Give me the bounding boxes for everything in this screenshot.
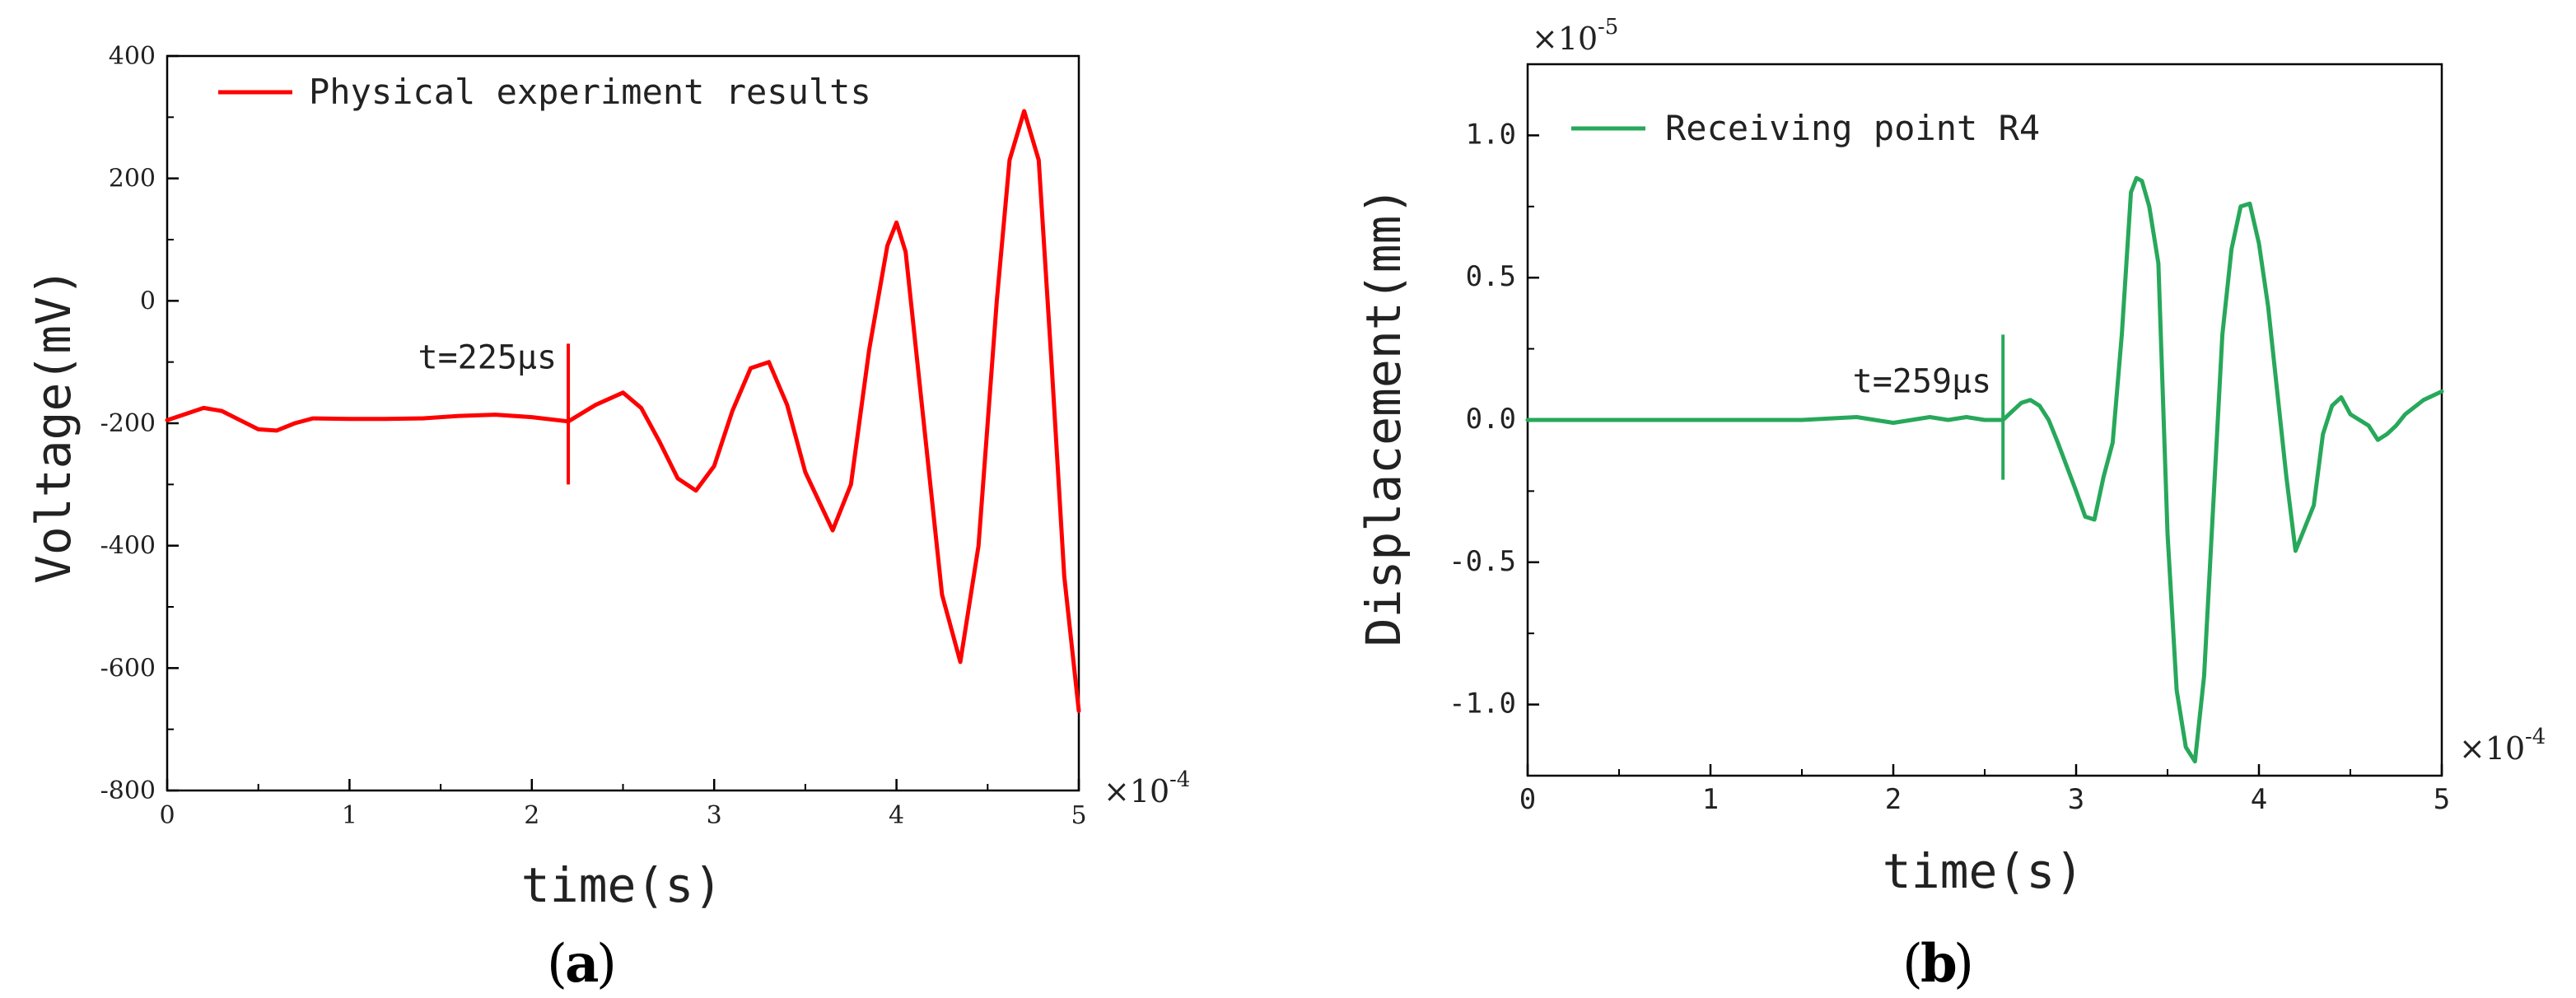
legend-b: Receiving point R4 [1571, 108, 2040, 148]
x-multiplier-exponent-a: -4 [1169, 767, 1190, 792]
chart-panel-a: 0 1 2 3 4 5 400 200 0 -200 -400 -600 -800 t=225µs Ph… [26, 42, 1190, 995]
x-tick-label: 1 [1702, 783, 1719, 816]
y-tick-label: -800 [100, 776, 156, 805]
y-tick-label: 0 [140, 287, 156, 315]
ticks-a: 0 1 2 3 4 5 400 200 0 -200 -400 -600 -800 [100, 42, 1087, 830]
x-axis-title-b: time(s) [1883, 843, 2084, 899]
x-tick-label: 2 [1885, 783, 1902, 816]
panel-label-b: b [1920, 933, 1958, 995]
panel-label-b-close: ) [1953, 934, 1974, 995]
ticks-b: 0 1 2 3 4 5 1.0 0.5 0.0 -0.5 -1.0 [1449, 118, 2450, 816]
y-tick-label: -600 [100, 654, 156, 683]
x-tick-label: 1 [342, 801, 357, 830]
x-tick-label: 5 [1071, 801, 1086, 830]
y-tick-label: -200 [100, 409, 156, 438]
y-tick-label: -0.5 [1449, 545, 1516, 578]
plot-area-a [166, 54, 1080, 792]
x-tick-label: 0 [1519, 783, 1536, 816]
panel-label-a-open: ( [547, 934, 567, 995]
y-tick-label: -1.0 [1449, 688, 1516, 721]
x-tick-label: 0 [159, 801, 175, 830]
x-tick-label: 3 [707, 801, 722, 830]
x-tick-label: 5 [2434, 783, 2450, 816]
x-multiplier-a: ×10 -4 [1104, 767, 1190, 809]
legend-label: Physical experiment results [309, 72, 871, 112]
series-line [1525, 175, 2444, 764]
x-multiplier-b: ×10 -4 [2459, 725, 2546, 767]
x-tick-label: 3 [2068, 783, 2084, 816]
y-multiplier-exponent-b: -5 [1598, 15, 1618, 40]
y-tick-label: -400 [100, 532, 156, 561]
y-tick-label: 200 [109, 165, 156, 194]
y-tick-label: 400 [109, 42, 156, 71]
panel-label-a: a [565, 933, 599, 995]
y-axis-title-b: Displacement(mm) [1356, 187, 1412, 647]
series-line [165, 109, 1081, 713]
x-tick-label: 2 [524, 801, 539, 830]
legend-a: Physical experiment results [218, 72, 871, 112]
y-tick-label: 0.5 [1466, 260, 1516, 293]
x-multiplier-base-b: ×10 [2459, 730, 2525, 767]
y-multiplier-base-b: ×10 [1532, 21, 1598, 57]
annotations-b: t=259µs [1853, 334, 2005, 480]
x-multiplier-base-a: ×10 [1104, 773, 1169, 809]
onset-marker-label: t=225µs [418, 338, 558, 376]
chart-panel-b: 0 1 2 3 4 5 1.0 0.5 0.0 -0.5 -1.0 t=259µs Receivin… [1356, 15, 2546, 995]
y-tick-label: 1.0 [1466, 118, 1516, 151]
x-axis-title-a: time(s) [521, 857, 722, 913]
legend-label: Receiving point R4 [1665, 108, 2040, 148]
annotations-a: t=225µs [418, 338, 571, 485]
y-axis-title-a: Voltage(mV) [26, 268, 82, 584]
series-a [165, 109, 1081, 713]
onset-marker-label: t=259µs [1853, 362, 1992, 400]
panel-label-b-open: ( [1902, 934, 1923, 995]
x-multiplier-exponent-b: -4 [2525, 725, 2546, 749]
x-tick-label: 4 [889, 801, 904, 830]
plot-frame [166, 54, 1080, 792]
panel-label-a-close: ) [596, 934, 617, 995]
series-b [1525, 175, 2444, 764]
y-tick-label: 0.0 [1466, 403, 1516, 436]
y-multiplier-b: ×10 -5 [1532, 15, 1618, 57]
x-tick-label: 4 [2251, 783, 2267, 816]
